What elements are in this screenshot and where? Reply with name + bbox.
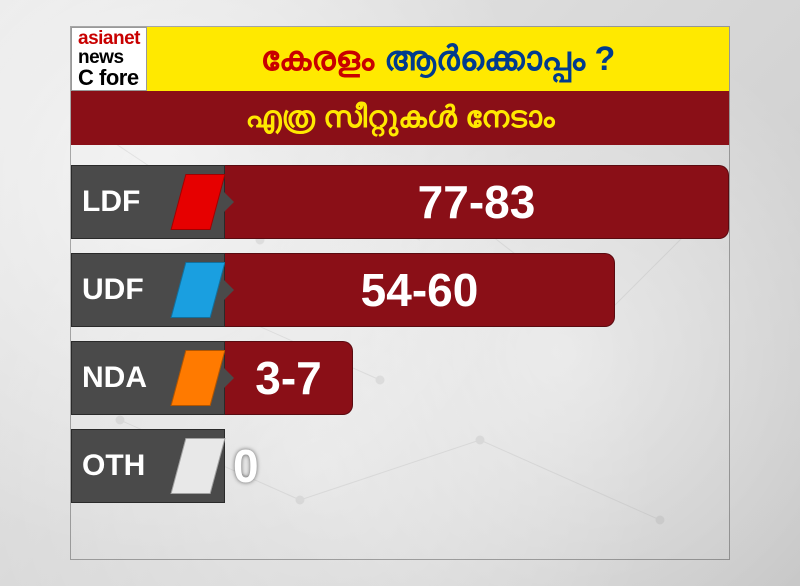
party-label-cell: OTH: [71, 429, 225, 503]
party-label-cell: NDA: [71, 341, 225, 415]
party-swatch: [170, 174, 225, 230]
subheading-text: എത്ര സീറ്റുകൾ നേടാം: [245, 101, 554, 135]
seat-range: 0: [233, 439, 259, 493]
subheading-row: എത്ര സീറ്റുകൾ നേടാം: [71, 91, 729, 145]
party-label-cell: UDF: [71, 253, 225, 327]
seat-value-bar: 54-60: [225, 253, 615, 327]
party-label-cell: LDF: [71, 165, 225, 239]
seat-value-bar: 0: [225, 429, 273, 503]
party-swatch: [170, 350, 225, 406]
party-code: LDF: [82, 185, 140, 219]
bar-notch: [224, 368, 234, 388]
channel-logo: asianet news C fore: [71, 27, 147, 91]
bar-row-udf: UDF 54-60: [71, 253, 729, 327]
party-code: UDF: [82, 273, 144, 307]
seat-value-bar: 77-83: [225, 165, 729, 239]
headline-part1: കേരളം: [261, 40, 375, 79]
party-code: NDA: [82, 361, 147, 395]
logo-line1: asianet: [78, 29, 140, 48]
party-swatch: [170, 438, 225, 494]
party-code: OTH: [82, 449, 145, 483]
seat-range: 3-7: [255, 351, 321, 405]
bar-chart: LDF 77-83 UDF 54-60 NDA 3-7 OTH 0: [71, 145, 729, 559]
bar-row-nda: NDA 3-7: [71, 341, 729, 415]
seat-range: 54-60: [361, 263, 479, 317]
bar-notch: [224, 280, 234, 300]
seat-range: 77-83: [418, 175, 536, 229]
seat-value-bar: 3-7: [225, 341, 353, 415]
party-swatch: [170, 262, 225, 318]
main-panel: asianet news C fore കേരളം ആർക്കൊപ്പം ? എ…: [70, 26, 730, 560]
bar-row-oth: OTH 0: [71, 429, 729, 503]
headline: കേരളം ആർക്കൊപ്പം ?: [147, 27, 729, 91]
bar-row-ldf: LDF 77-83: [71, 165, 729, 239]
headline-part2: ആർക്കൊപ്പം ?: [384, 40, 615, 79]
header-row: asianet news C fore കേരളം ആർക്കൊപ്പം ?: [71, 27, 729, 91]
logo-line3: C fore: [78, 67, 140, 89]
bar-notch: [224, 192, 234, 212]
